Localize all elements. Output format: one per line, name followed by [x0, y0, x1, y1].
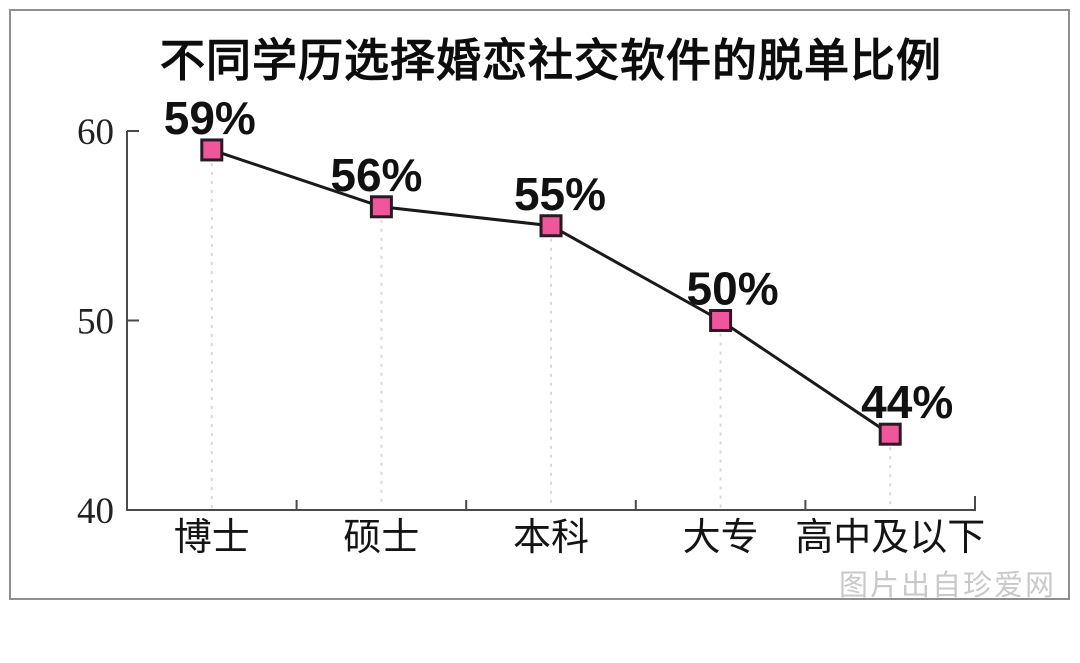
data-label-1: 56% [330, 149, 422, 201]
data-point-4 [878, 422, 902, 446]
x-label-2: 本科 [513, 517, 589, 559]
chart-title: 不同学历选择婚恋社交软件的脱单比例 [159, 35, 942, 86]
watermark: 图片出自珍爱网 [838, 570, 1056, 602]
chart-frame [9, 9, 1070, 600]
data-point-1 [369, 195, 393, 219]
data-point-2 [539, 214, 563, 238]
x-label-1: 硕士 [343, 517, 419, 559]
data-point-3 [709, 309, 733, 332]
x-label-4: 高中及以下 [795, 517, 985, 559]
data-label-0: 59% [164, 92, 256, 144]
x-label-3: 大专 [683, 517, 759, 559]
data-label-4: 44% [861, 376, 953, 428]
data-label-2: 55% [514, 168, 606, 220]
y-tick-label-60: 60 [77, 112, 114, 153]
x-label-0: 博士 [174, 517, 250, 559]
data-point-0 [200, 138, 224, 162]
y-tick-label-40: 40 [77, 491, 114, 532]
data-label-3: 50% [687, 263, 779, 315]
y-tick-label-50: 50 [77, 302, 114, 343]
